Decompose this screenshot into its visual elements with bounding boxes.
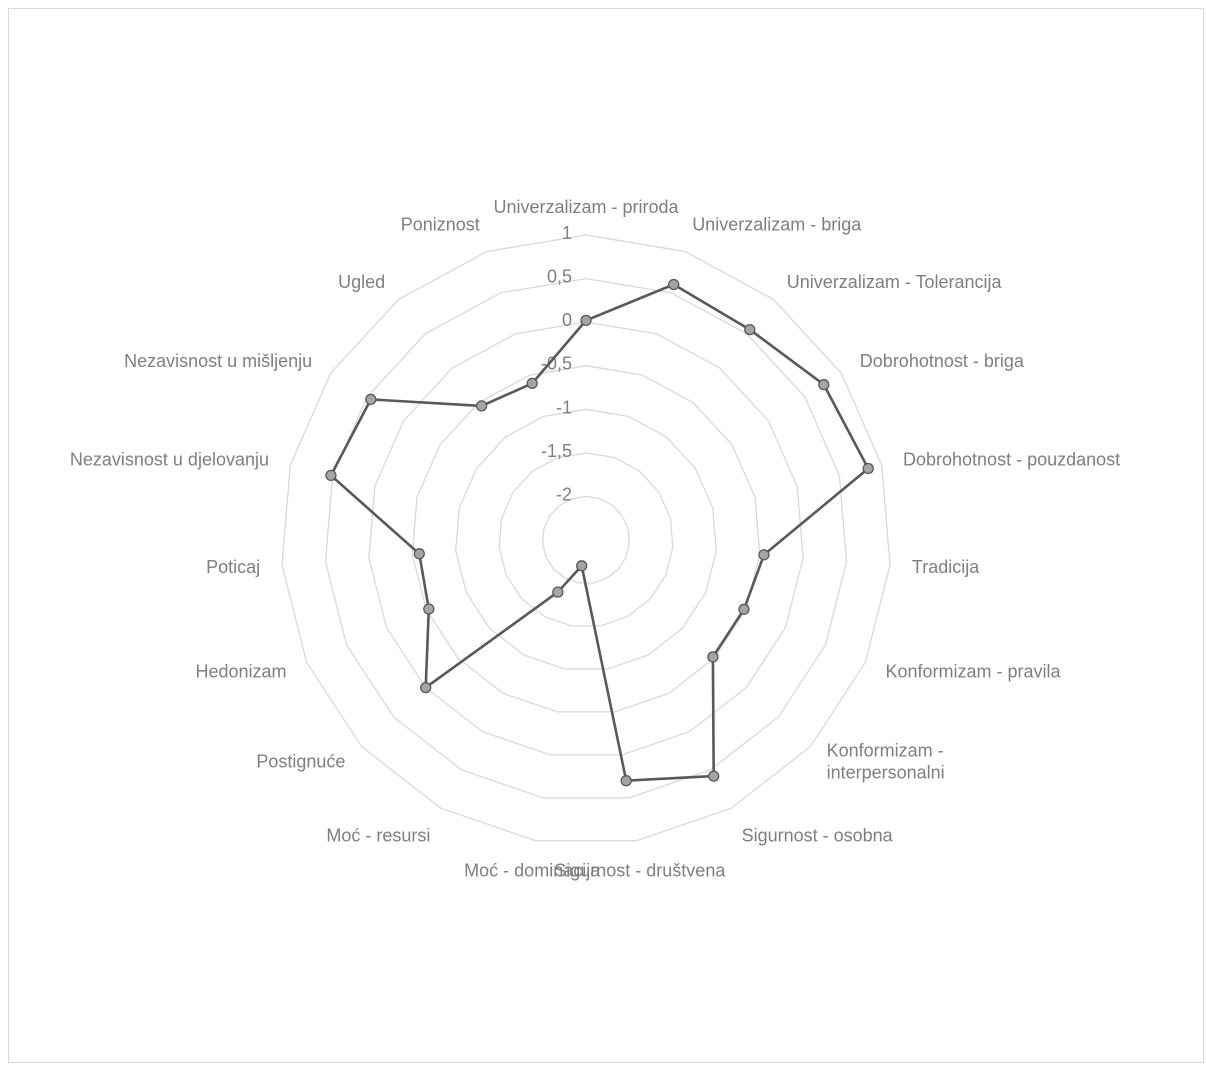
data-point [708, 770, 720, 782]
tick-label: -0,5 [541, 354, 572, 374]
tick-label: 0,5 [547, 267, 572, 287]
category-label: Univerzalizam - priroda [493, 197, 679, 217]
data-point [576, 560, 588, 572]
data-point [475, 400, 488, 412]
gridline-ring [541, 495, 631, 584]
category-label: Nezavisnost u djelovanju [70, 450, 269, 470]
tick-label: -1 [556, 397, 572, 417]
chart-frame [8, 8, 1204, 1063]
data-point [738, 603, 750, 615]
tick-label: 1 [562, 223, 572, 243]
data-point [420, 681, 432, 694]
tick-label: -1,5 [541, 441, 572, 461]
gridline-ring [411, 365, 761, 713]
category-label: Moć - dominacija [464, 861, 601, 881]
data-point [620, 775, 632, 787]
data-point [758, 549, 770, 561]
tick-label: 0 [562, 310, 572, 330]
category-label: Sigurnost - društvena [554, 861, 726, 881]
gridline-ring [498, 452, 674, 627]
data-point [413, 548, 425, 560]
data-point [365, 393, 377, 406]
data-point [744, 323, 756, 336]
category-label: Poniznost [401, 215, 480, 235]
data-point [423, 603, 435, 615]
category-label: Nezavisnost u mišljenju [124, 351, 312, 371]
data-point [818, 378, 830, 391]
category-label: Poticaj [206, 557, 260, 577]
data-point [580, 314, 592, 327]
category-label: Dobrohotnost - briga [860, 351, 1025, 371]
category-label: Sigurnost - osobna [742, 826, 894, 846]
category-label: Hedonizam [195, 661, 286, 681]
tick-label: -2 [556, 484, 572, 504]
data-point [862, 462, 874, 475]
category-label: Univerzalizam - Tolerancija [787, 272, 1003, 292]
data-point [707, 651, 719, 663]
category-label: Konformizam -interpersonalni [827, 741, 945, 783]
data-point [552, 586, 564, 598]
gridline-ring [281, 234, 891, 842]
category-label: Dobrohotnost - pouzdanost [903, 450, 1120, 470]
category-label: Ugled [338, 272, 385, 292]
category-label: Univerzalizam - briga [692, 215, 862, 235]
data-point [526, 377, 538, 390]
series-line [329, 283, 870, 783]
data-point [325, 469, 337, 482]
category-label: Tradicija [912, 557, 980, 577]
category-label: Konformizam - pravila [886, 661, 1062, 681]
category-label: Postignuće [256, 752, 345, 772]
gridline-ring [368, 321, 804, 756]
data-point [668, 278, 680, 291]
gridline-ring [455, 408, 717, 670]
gridline-ring [324, 277, 848, 799]
category-label: Moć - resursi [326, 826, 430, 846]
